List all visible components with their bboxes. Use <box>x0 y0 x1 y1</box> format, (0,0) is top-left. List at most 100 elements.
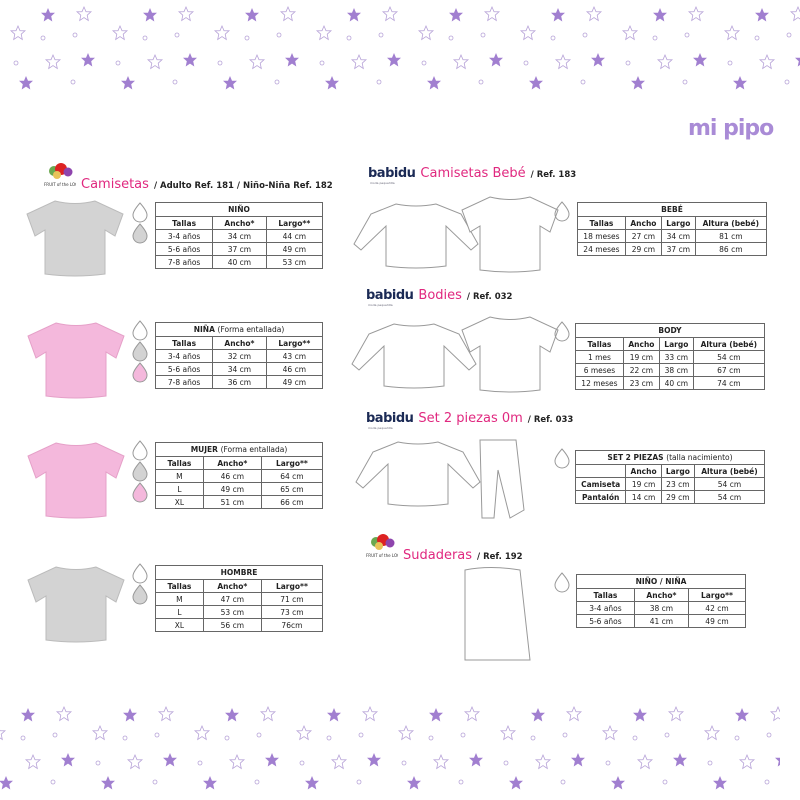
column-header: Altura (bebé) <box>693 464 766 478</box>
body-shortsleeve-icon <box>461 316 559 393</box>
size-table-nino: NIÑO Tallas Ancho* Largo** 3-4 años 34 cm 44 c… <box>154 202 324 269</box>
table-subtitle: (Forma entallada) <box>220 445 288 454</box>
table-row: XL 56 cm 76cm <box>155 618 324 632</box>
measurement: 44 cm <box>265 229 324 243</box>
column-header: Tallas <box>154 216 214 230</box>
measurement: 53 cm <box>202 605 262 619</box>
babidu-logo: babidu moda pequeñita <box>366 411 414 430</box>
column-header: Ancho* <box>212 336 267 350</box>
table-header-row: Tallas Ancho* Largo** <box>576 588 747 602</box>
column-header: Altura (bebé) <box>694 216 768 230</box>
table-title-row: BEBÉ <box>577 202 767 217</box>
section-title: Camisetas Bebé <box>420 166 526 181</box>
table-row: 7-8 años 40 cm 53 cm <box>154 255 324 269</box>
size-label: M <box>155 469 204 483</box>
size-label: 7-8 años <box>154 255 214 269</box>
set-top-icon <box>355 441 481 507</box>
table-title-row: MUJER (Forma entallada) <box>155 442 323 457</box>
set-header: babidu moda pequeñita Set 2 piezas 0m / R… <box>366 411 573 430</box>
measurement: 56 cm <box>202 618 262 632</box>
column-header: Ancho* <box>212 216 267 230</box>
column-header: Tallas <box>576 588 635 602</box>
babidu-logo: babidu moda pequeñita <box>366 288 414 307</box>
table-title: BODY <box>575 323 765 338</box>
table-title: NIÑA (Forma entallada) <box>155 322 323 337</box>
set-pants-icon <box>479 439 525 519</box>
table-subtitle: (talla nacimiento) <box>666 453 733 462</box>
measurement: 46 cm <box>265 362 324 376</box>
measurement: 53 cm <box>265 255 324 269</box>
measurement: 38 cm <box>658 363 694 377</box>
size-label: 3-4 años <box>154 349 214 363</box>
table-row: 5-6 años 41 cm 49 cm <box>576 614 747 628</box>
measurement: 86 cm <box>694 242 768 256</box>
column-header: Largo** <box>687 588 747 602</box>
table-header-row: Ancho Largo Altura (bebé) <box>574 464 766 478</box>
table-title-text: MUJER <box>190 445 218 454</box>
tshirt-pink-icon <box>27 322 125 399</box>
table-title-row: NIÑA (Forma entallada) <box>155 322 323 337</box>
table-row: 12 meses 23 cm 40 cm 74 cm <box>575 376 766 390</box>
size-table-mujer: MUJER (Forma entallada) Tallas Ancho* Largo… <box>155 442 324 509</box>
measurement: 74 cm <box>692 376 766 390</box>
section-title: Sudaderas <box>403 548 473 563</box>
section-ref: / Ref. 192 <box>477 552 523 562</box>
table-title-text: NIÑO / NIÑA <box>635 577 687 586</box>
table-header-row: Tallas Ancho* Largo** <box>155 456 324 470</box>
measurement: 66 cm <box>260 495 324 509</box>
size-label: Pantalón <box>574 490 627 504</box>
measurement: 29 cm <box>660 490 695 504</box>
table-header-row: Tallas Ancho Largo Altura (bebé) <box>575 337 766 351</box>
section-ref: / Ref. 032 <box>466 292 513 302</box>
measurement: 73 cm <box>260 605 324 619</box>
size-label: 5-6 años <box>154 242 214 256</box>
size-table-bebe: BEBÉ Tallas Ancho Largo Altura (bebé) 18 mese… <box>577 202 768 256</box>
table-header-row: Tallas Ancho Largo Altura (bebé) <box>577 216 768 230</box>
measurement: 19 cm <box>622 350 660 364</box>
column-header: Largo** <box>260 456 324 470</box>
column-header: Largo** <box>265 336 324 350</box>
size-table-set: SET 2 PIEZAS (talla nacimiento) Ancho Larg… <box>574 450 766 504</box>
bodies-header: babidu moda pequeñita Bodies / Ref. 032 <box>366 288 513 307</box>
size-table-nina: NIÑA (Forma entallada) Tallas Ancho* Largo*… <box>154 322 324 389</box>
table-title-text: SET 2 PIEZAS <box>607 453 664 462</box>
measurement: 81 cm <box>694 229 768 243</box>
table-title: SET 2 PIEZAS (talla nacimiento) <box>575 450 765 465</box>
table-title-row: SET 2 PIEZAS (talla nacimiento) <box>575 450 765 465</box>
size-label: 18 meses <box>577 229 626 243</box>
baby-tshirt-icon <box>461 196 559 273</box>
column-header <box>574 464 627 478</box>
measurement: 54 cm <box>692 350 766 364</box>
column-header: Ancho <box>624 216 662 230</box>
table-title-text: BEBÉ <box>661 205 683 214</box>
table-title-text: NIÑA <box>193 325 215 334</box>
column-header: Ancho* <box>202 456 262 470</box>
size-label: 3-4 años <box>154 229 214 243</box>
table-row: M 46 cm 64 cm <box>155 469 324 483</box>
section-ref: / Adulto Ref. 181 / Niño-Niña Ref. 182 <box>153 181 333 191</box>
table-row: 1 mes 19 cm 33 cm 54 cm <box>575 350 766 364</box>
column-header: Tallas <box>577 216 626 230</box>
section-title: Bodies <box>418 288 462 303</box>
measurement: 22 cm <box>622 363 660 377</box>
size-label: 3-4 años <box>576 601 635 615</box>
table-title: HOMBRE <box>155 565 323 580</box>
measurement: 23 cm <box>622 376 660 390</box>
size-table-body: BODY Tallas Ancho Largo Altura (bebé) 1 mes 19… <box>575 323 766 390</box>
measurement: 49 cm <box>265 242 324 256</box>
measurement: 37 cm <box>212 242 267 256</box>
size-label: L <box>155 605 204 619</box>
table-title-text: NIÑO <box>228 205 250 214</box>
measurement: 37 cm <box>660 242 696 256</box>
size-label: Camiseta <box>574 477 627 491</box>
table-row: Pantalón 14 cm 29 cm 54 cm <box>574 490 766 504</box>
column-header: Tallas <box>155 579 204 593</box>
column-header: Tallas <box>155 456 204 470</box>
table-row: 3-4 años 32 cm 43 cm <box>154 349 324 363</box>
tshirt-pink-icon <box>27 442 125 519</box>
measurement: 19 cm <box>625 477 662 491</box>
table-row: 24 meses 29 cm 37 cm 86 cm <box>577 242 768 256</box>
measurement: 49 cm <box>687 614 747 628</box>
table-title: MUJER (Forma entallada) <box>155 442 323 457</box>
table-row: M 47 cm 71 cm <box>155 592 324 606</box>
